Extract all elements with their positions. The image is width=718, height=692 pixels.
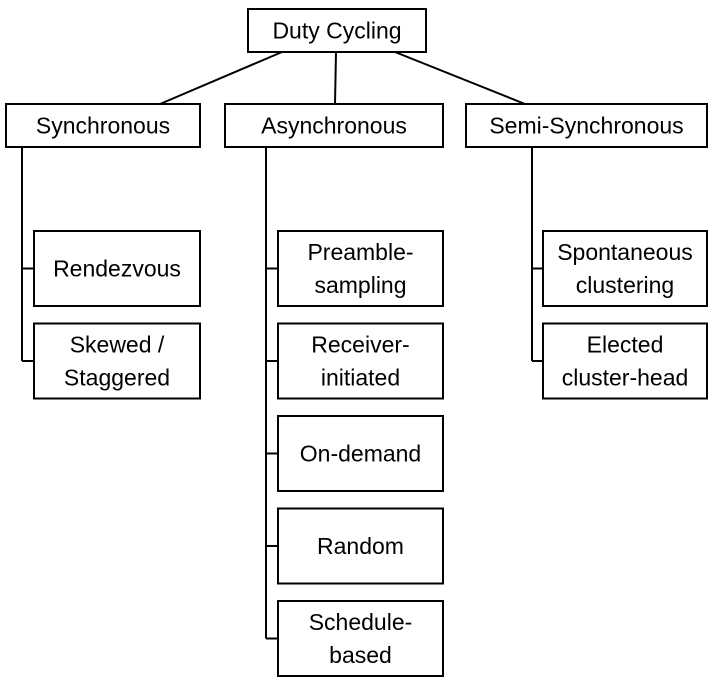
category-node-2-frame bbox=[465, 103, 708, 148]
category-node-2-label: Semi-Synchronous bbox=[489, 113, 683, 139]
leaf-node-1-1-label: initiated bbox=[321, 365, 400, 391]
leaf-node-1-0-frame bbox=[277, 230, 444, 307]
root-connector-0 bbox=[159, 51, 283, 105]
category-node-1-label: Asynchronous bbox=[261, 113, 407, 139]
leaf-node-2-0-label: clustering bbox=[576, 272, 674, 298]
leaf-node-1-0: Preamble-sampling bbox=[277, 230, 444, 307]
leaf-node-1-2: On-demand bbox=[277, 415, 444, 492]
leaf-node-2-1-label: cluster-head bbox=[562, 365, 689, 391]
root-node-duty-cycling-frame bbox=[247, 8, 427, 53]
leaf-node-1-1-frame bbox=[277, 322, 444, 400]
leaf-node-1-4: Schedule-based bbox=[277, 600, 444, 677]
leaf-node-1-2-label: On-demand bbox=[300, 441, 421, 467]
leaf-node-2-0-label: Spontaneous bbox=[557, 239, 693, 265]
leaf-node-2-0-frame bbox=[542, 230, 708, 307]
leaf-node-1-0-label: Preamble- bbox=[307, 239, 413, 265]
category-node-1: Asynchronous bbox=[224, 103, 444, 148]
root-connector-1 bbox=[334, 51, 337, 105]
leaf-node-1-0-label: sampling bbox=[314, 272, 406, 298]
leaf-node-0-1-frame bbox=[33, 322, 201, 400]
leaf-node-2-1: Elected cluster-head bbox=[542, 322, 708, 400]
leaf-node-2-1-frame bbox=[542, 322, 708, 400]
leaf-node-0-0-label: Rendezvous bbox=[53, 256, 181, 282]
root-node-duty-cycling: Duty Cycling bbox=[247, 8, 427, 53]
leaf-node-1-3-label: Random bbox=[317, 533, 404, 559]
leaf-node-0-1: Skewed / Staggered bbox=[33, 322, 201, 400]
leaf-node-1-1: Receiver-initiated bbox=[277, 322, 444, 400]
leaf-node-2-0: Spontaneous clustering bbox=[542, 230, 708, 307]
leaf-node-1-3: Random bbox=[277, 507, 444, 585]
leaf-node-1-3-frame bbox=[277, 507, 444, 585]
category-node-0-frame bbox=[5, 103, 201, 148]
category-node-0-label: Synchronous bbox=[36, 113, 170, 139]
leaf-node-1-4-label: based bbox=[329, 642, 392, 668]
leaf-node-0-0-frame bbox=[33, 230, 201, 307]
category-node-2: Semi-Synchronous bbox=[465, 103, 708, 148]
leaf-node-1-4-frame bbox=[277, 600, 444, 677]
leaf-node-1-1-label: Receiver- bbox=[311, 332, 409, 358]
connector-lines bbox=[21, 51, 543, 640]
leaf-node-0-0: Rendezvous bbox=[33, 230, 201, 307]
leaf-node-0-1-label: Skewed / bbox=[70, 332, 165, 358]
root-node-duty-cycling-label: Duty Cycling bbox=[272, 18, 401, 44]
leaf-node-2-1-label: Elected bbox=[587, 332, 664, 358]
category-node-0: Synchronous bbox=[5, 103, 201, 148]
category-node-1-frame bbox=[224, 103, 444, 148]
leaf-node-1-4-label: Schedule- bbox=[309, 609, 413, 635]
root-connector-2 bbox=[394, 51, 526, 105]
diagram-nodes: Duty Cycling Synchronous Rendezvous Skewed … bbox=[5, 8, 708, 677]
leaf-node-1-2-frame bbox=[277, 415, 444, 492]
leaf-node-0-1-label: Staggered bbox=[64, 365, 170, 391]
